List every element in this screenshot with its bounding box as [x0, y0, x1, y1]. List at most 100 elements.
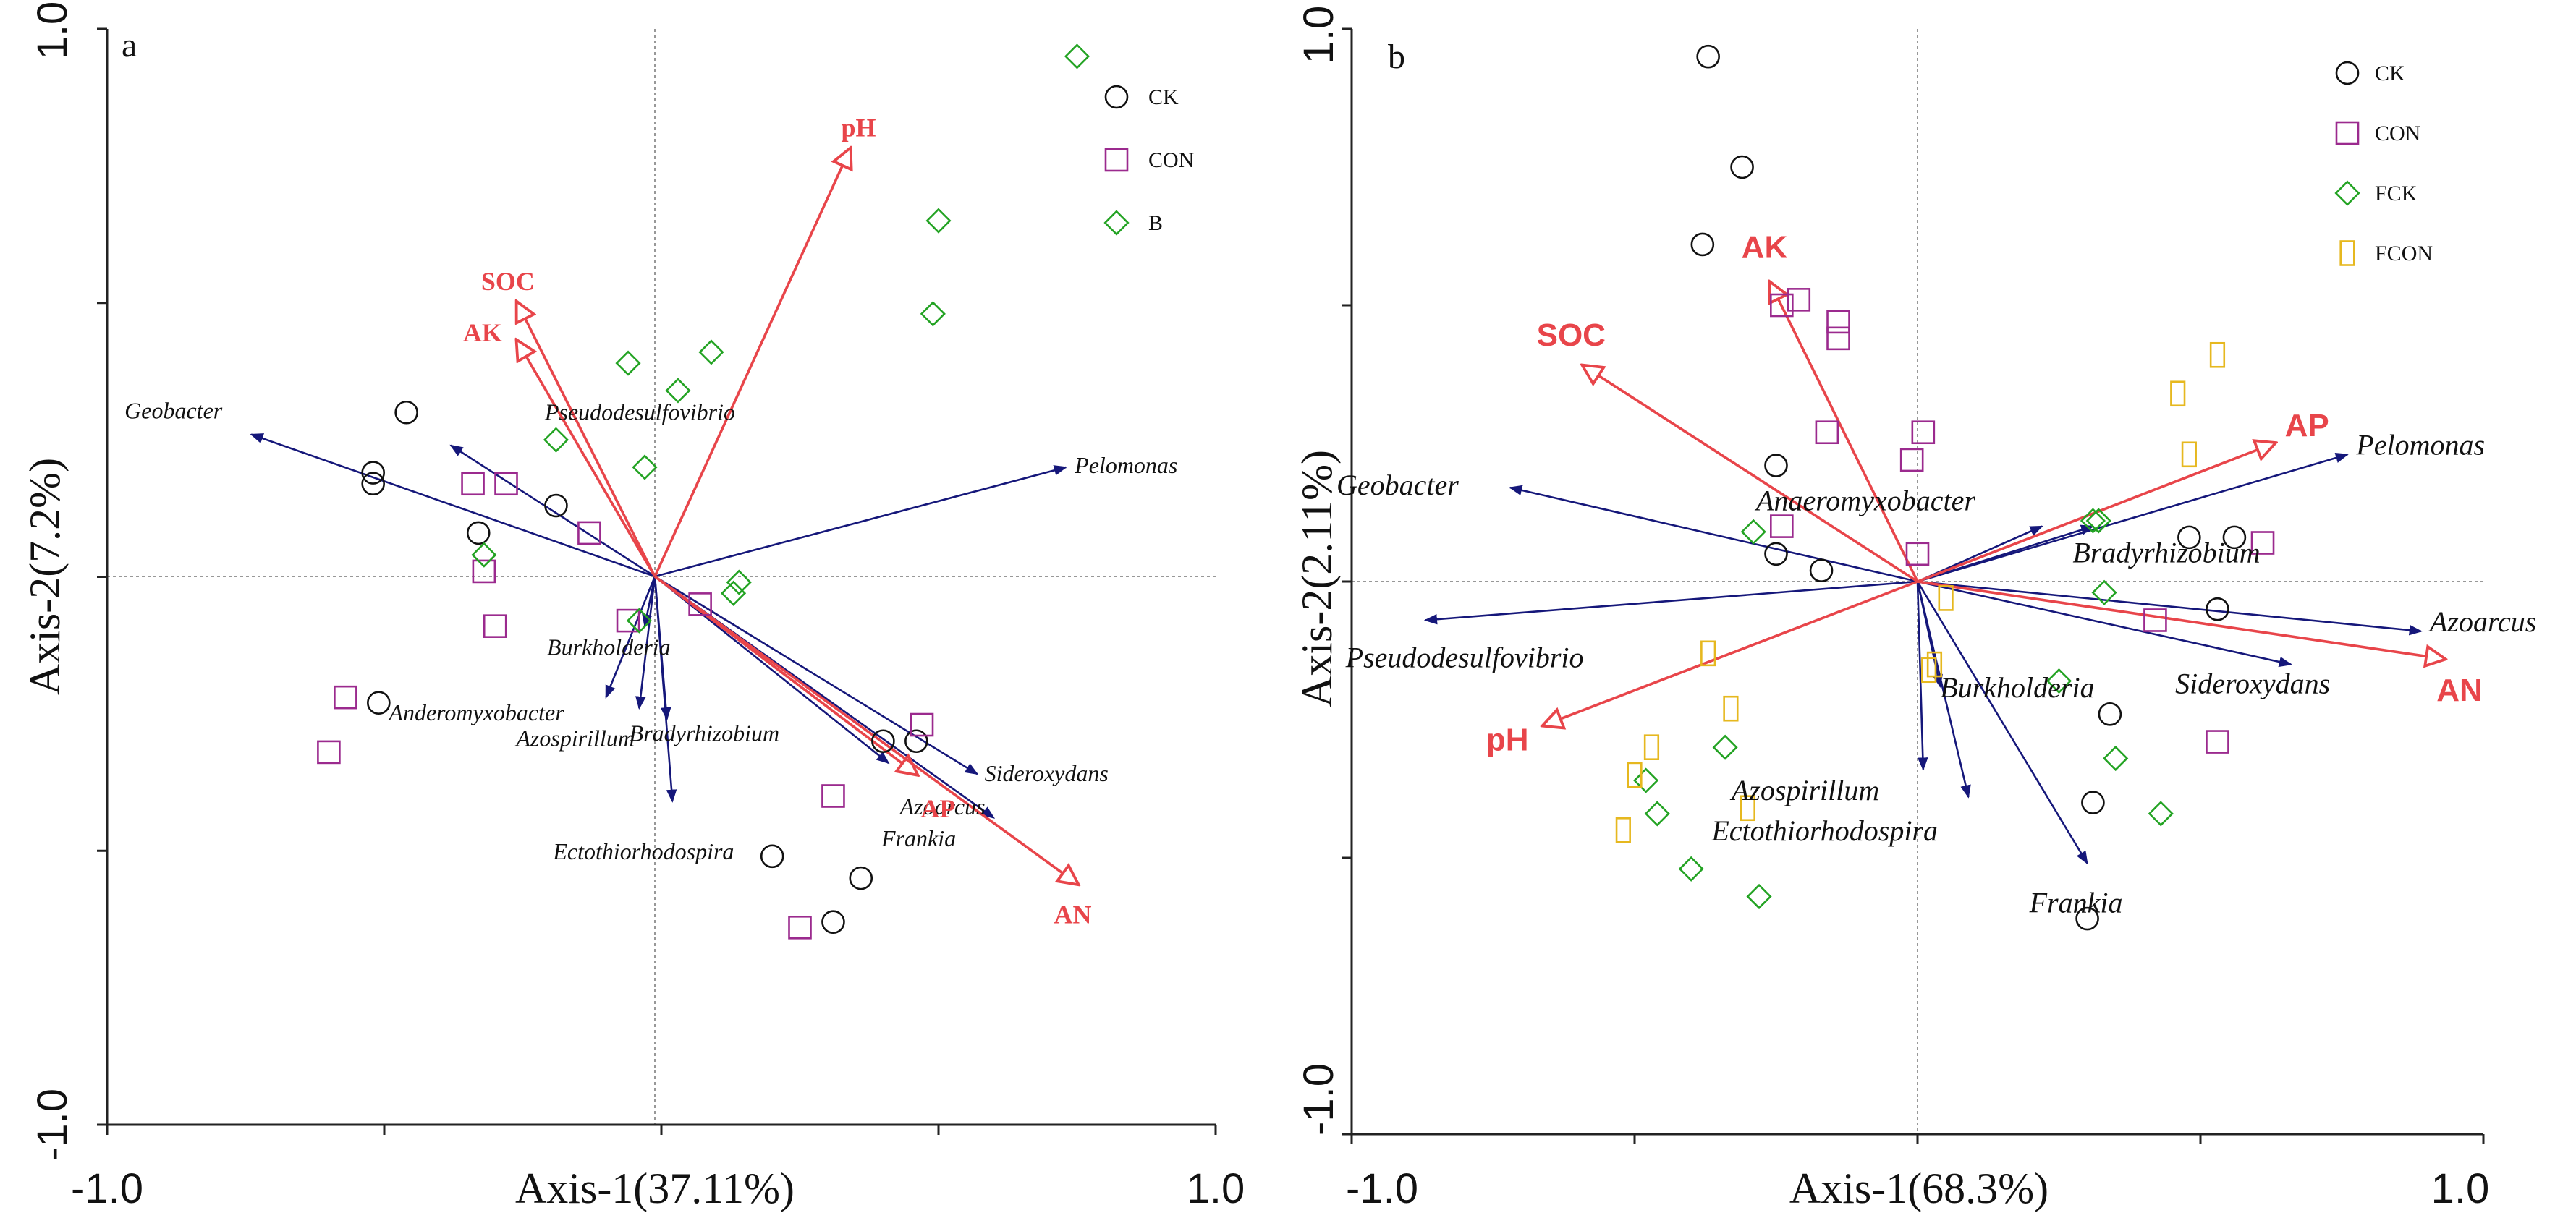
sample-point-con-b: [1911, 420, 1936, 445]
species-arrow-sideroxydans-b: [1917, 580, 2292, 668]
sample-point-con-a: [334, 685, 357, 710]
env-arrow-an-b: [1917, 580, 2444, 659]
sample-point-con-b: [1815, 420, 1839, 445]
y-tick-label-min-b: -1.0: [1295, 1063, 1342, 1136]
sample-point-con-a: [494, 472, 518, 496]
species-label-azospirillum-b: Azospirillum: [1729, 774, 1879, 806]
sample-point-fck-b: [2148, 801, 2174, 827]
sample-point-con-a: [616, 608, 640, 633]
sample-point-con-a: [788, 916, 812, 940]
species-arrow-ectothiorhodospira-b: [1916, 581, 1971, 799]
sample-point-con-b: [1770, 514, 1794, 538]
species-label-ectothiorhodospira-b: Ectothiorhodospira: [1711, 814, 1938, 847]
y-tick-label-min-a: -1.0: [29, 1089, 76, 1161]
x-tick-label-min-a: -1.0: [71, 1165, 143, 1212]
species-arrow-geobacter-a: [250, 433, 656, 578]
x-axis-title-a: Axis-1(37.11%): [515, 1165, 795, 1212]
sample-point-ck-b: [1764, 454, 1788, 477]
env-label-ak-a: AK: [463, 318, 502, 347]
sample-point-con-a: [483, 614, 507, 638]
sample-point-ck-b: [2081, 791, 2105, 814]
species-label-frankia-a: Frankia: [881, 825, 956, 851]
env-arrow-ak-b: [1771, 283, 1919, 582]
species-label-pelomonas-a: Pelomonas: [1074, 452, 1177, 478]
sample-point-ck-b: [2075, 906, 2099, 931]
sample-point-ck-b: [1764, 542, 1788, 566]
sample-point-b-a: [698, 339, 724, 365]
legend-label-con-b: CON: [2375, 122, 2420, 145]
sample-point-fck-b: [1746, 883, 1772, 910]
sample-point-ck-b: [1696, 44, 1720, 69]
species-label-anaeromyxobacter-b: Anaeromyxobacter: [1754, 485, 1975, 517]
sample-point-b-a: [626, 608, 652, 634]
legend-marker-ck-a: [1104, 85, 1129, 109]
sample-point-fck-b: [1644, 801, 1670, 827]
sample-point-b-a: [720, 580, 747, 606]
species-label-anderomyxobacter-a: Anderomyxobacter: [387, 699, 564, 725]
env-label-ak-b: AK: [1742, 229, 1788, 265]
species-arrow-sideroxydans-a: [654, 575, 979, 775]
species-arrow-geobacter-b: [1509, 485, 1918, 583]
species-arrow-azospirillum-a: [635, 576, 656, 710]
env-label-ap-a: AP: [920, 794, 955, 823]
env-arrow-ph-b: [1544, 580, 1918, 725]
panel-label-b: b: [1388, 38, 1405, 76]
env-label-ap-b: AP: [2285, 408, 2329, 443]
sample-point-fck-b: [1678, 856, 1704, 882]
species-arrow-ectothiorhodospira-a: [653, 576, 677, 803]
sample-point-ck-a: [821, 910, 845, 935]
sample-point-ck-a: [544, 493, 568, 518]
sample-point-con-a: [317, 740, 341, 765]
species-label-frankia-b: Frankia: [2029, 887, 2123, 919]
species-arrow-pelomonas-a: [654, 465, 1067, 578]
species-arrow-azospirillum-b: [1916, 581, 1928, 771]
species-arrow-frankia-a: [654, 575, 890, 765]
sample-point-ck-a: [367, 691, 391, 715]
sample-point-ck-b: [1809, 558, 1834, 583]
sample-point-con-b: [1826, 310, 1850, 334]
sample-point-ck-b: [2222, 525, 2247, 550]
legend-b: CK CON FCK FCON: [2334, 61, 2433, 266]
sample-point-b-a: [665, 378, 691, 404]
sample-point-b-a: [920, 301, 946, 327]
sample-point-con-a: [910, 712, 934, 737]
species-label-geobacter-b: Geobacter: [1336, 469, 1459, 501]
legend-label-fck-b: FCK: [2375, 182, 2418, 205]
x-axis-title-b: Axis-1(68.3%): [1789, 1165, 2048, 1212]
sample-point-con-b: [1826, 326, 1850, 351]
env-label-ph-a: pH: [841, 114, 876, 142]
species-arrow-bradyrhizobium-b: [1917, 524, 2095, 583]
sample-points-b: [1615, 44, 2275, 931]
sample-point-ck-b: [2206, 597, 2229, 621]
y-axis-title-a: Axis-2(7.2%): [21, 458, 69, 695]
sample-point-fcon-b: [1627, 762, 1643, 788]
species-vectors-a: [250, 433, 1067, 819]
legend-label-ck-a: CK: [1148, 85, 1179, 109]
sample-point-fcon-b: [2181, 441, 2197, 468]
y-tick-label-max-a: 1.0: [29, 1, 76, 60]
species-label-azoarcus-a: Azoarcus: [899, 793, 986, 820]
species-label-azospirillum-a: Azospirillum: [514, 725, 635, 751]
sample-point-fcon-b: [1615, 817, 1631, 843]
sample-point-fck-b: [1712, 734, 1738, 760]
sample-point-ck-a: [904, 729, 928, 754]
y-tick-label-max-b: 1.0: [1295, 6, 1342, 64]
sample-point-b-a: [925, 208, 952, 234]
sample-point-fcon-b: [1740, 795, 1756, 822]
sample-point-con-b: [1770, 293, 1794, 318]
sample-point-ck-a: [361, 461, 385, 485]
sample-point-con-b: [2250, 531, 2275, 555]
sample-point-con-a: [461, 472, 485, 496]
env-label-soc-a: SOC: [481, 267, 535, 296]
sample-point-ck-b: [2177, 525, 2201, 550]
sample-point-fck-b: [2046, 668, 2072, 694]
panel-label-a: a: [122, 26, 137, 64]
sample-point-ck-b: [1730, 155, 1754, 179]
species-arrow-pseudodesulfovibrio-b: [1423, 580, 1918, 625]
env-label-ph-b: pH: [1486, 723, 1529, 758]
sample-point-fck-b: [2085, 508, 2111, 534]
species-label-ectothiorhodospira-a: Ectothiorhodospira: [552, 838, 734, 864]
sample-point-con-a: [688, 592, 712, 616]
x-tick-label-max-b: 1.0: [2431, 1165, 2490, 1212]
